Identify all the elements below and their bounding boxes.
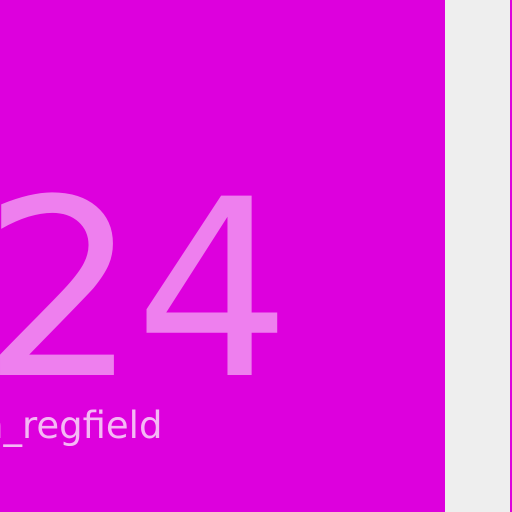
tile-label: n_regfield (0, 404, 163, 447)
next-tile-edge[interactable] (510, 0, 512, 512)
stat-tile[interactable]: 24 n_regfield (0, 0, 445, 512)
tile-count: 24 (0, 148, 291, 434)
tile-gap (445, 0, 510, 512)
